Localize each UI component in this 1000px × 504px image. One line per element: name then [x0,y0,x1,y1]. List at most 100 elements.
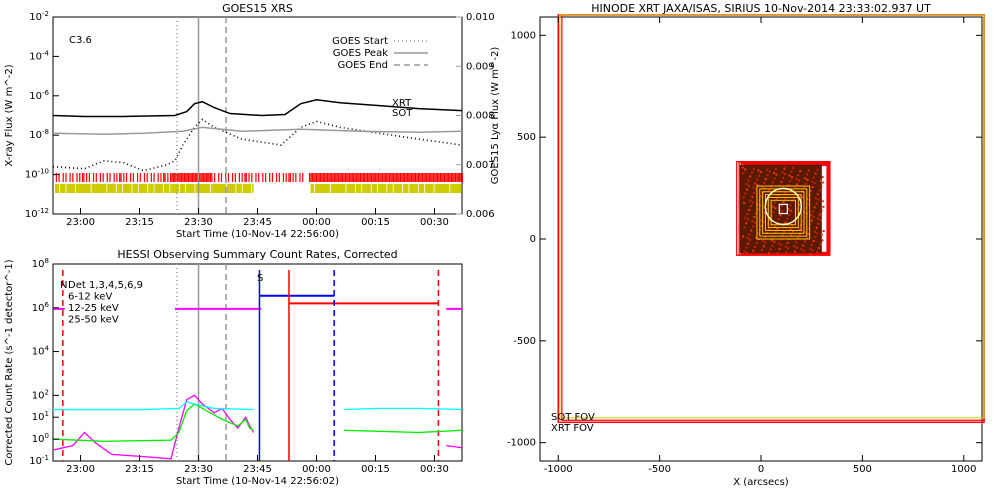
xrt-coverage-mark [220,173,223,182]
xrt-coverage-mark [412,173,414,182]
xrt-coverage-mark [146,173,148,182]
hinode-y-tick-label: 1000 [511,30,536,41]
xrt-coverage-mark [150,173,152,182]
xrt-image-pixel [779,190,782,193]
xrt-coverage-mark [344,173,347,182]
xrt-image-pixel [763,206,766,209]
xrt-image-pixel [817,198,820,201]
xrt-coverage-mark [125,173,128,182]
xrt-image-pixel [796,183,799,186]
xrt-coverage-mark [292,173,294,182]
xrt-image-pixel [751,195,754,198]
xrt-image-pixel [773,201,776,204]
xrt-image-pixel [759,253,762,256]
xrt-image-pixel [784,221,787,224]
xrt-image-pixel [801,220,804,223]
xrt-coverage-mark [397,173,399,182]
xrt-image-pixel [744,192,747,195]
xrt-coverage-mark [109,173,111,182]
coverage-label: SOT [392,108,413,119]
xrt-coverage-mark [244,173,246,182]
hessi-legend-entry: 12-25 keV [68,303,119,314]
xrt-image-pixel [789,228,792,231]
xrt-coverage-mark [241,173,243,182]
xrt-coverage-mark [163,173,165,182]
xrt-coverage-mark [201,173,203,182]
xrt-coverage-mark [99,173,101,182]
hessi-series-line [52,403,254,442]
xrt-coverage-mark [324,173,326,182]
xrt-coverage-mark [200,173,202,182]
xrt-image-pixel [754,245,757,248]
xrt-image-pixel [813,182,816,185]
xrt-image-pixel [821,239,824,242]
xrt-coverage-mark [192,173,194,182]
sot-target-circle [764,187,803,226]
xrt-coverage-mark [238,173,241,182]
xrt-image-pixel [819,179,822,182]
xrt-image-pixel [755,242,758,245]
goes-y2-axis-label: GOES15 Lyα Flux (W m^-2) [490,47,501,185]
xrt-image-pixel [777,242,780,245]
xrt-image-pixel [756,178,759,181]
goes-y2-tick-label: 0.010 [466,12,495,23]
sot-coverage-gap [115,184,117,193]
sot-coverage-gap [282,184,284,193]
xrt-image-pixel [795,241,798,244]
xrt-coverage-mark [395,173,397,182]
xrt-image-pixel [743,201,746,204]
xrt-image-pixel [742,235,745,238]
xrt-coverage-mark [419,173,421,182]
sot-coverage-gap [147,184,149,193]
xrt-coverage-mark [130,173,132,182]
xrt-coverage-mark [401,173,403,182]
goes-legend-label: GOES End [338,60,388,71]
xrt-coverage-mark [189,173,191,182]
xrt-coverage-mark [426,173,428,182]
xrt-coverage-mark [132,173,135,182]
goes-x-axis-label: Start Time (10-Nov-14 22:56:00) [176,229,339,240]
xrt-image-pixel [789,204,792,207]
xrt-image-pixel [748,184,751,187]
xrt-image-pixel [775,197,778,200]
xrt-coverage-mark [403,173,406,182]
xrt-coverage-mark [406,173,408,182]
sot-coverage-gap [178,184,180,193]
xrt-image-pixel [809,253,812,256]
xrt-image-pixel [745,252,748,255]
xrt-image-pixel [806,173,809,176]
xrt-image-pixel [773,225,776,228]
sot-coverage-gap [185,184,186,193]
xrt-coverage-mark [443,173,446,182]
coverage-label: XRT [392,98,412,109]
xrt-image-pixel [818,213,821,216]
xrt-image-pixel [793,245,796,248]
xrt-image-pixel [798,203,801,206]
xrt-coverage-mark [194,173,196,182]
xrt-coverage-mark [432,173,435,182]
sot-coverage-gap [449,184,451,193]
hinode-x-tick-label: -500 [648,464,671,475]
xrt-image-pixel [756,184,759,187]
xrt-image-pixel [745,222,748,225]
xrt-coverage-mark [205,173,207,182]
xrt-image-pixel [792,166,795,169]
goes-x-tick-label: 23:15 [125,217,154,228]
hessi-series-line [52,401,254,411]
xrt-coverage-mark [335,173,337,182]
xrt-image-pixel [802,244,805,247]
goes-title: GOES15 XRS [222,2,293,15]
xrt-coverage-mark [295,173,297,182]
xrt-coverage-mark [346,173,348,182]
xrt-image-pixel [815,202,818,205]
xrt-coverage-mark [157,173,159,182]
xrt-image-pixel [777,218,780,221]
xrt-coverage-mark [181,173,183,182]
xrt-coverage-mark [445,173,447,182]
xrt-coverage-mark [86,173,88,182]
hessi-legend-entry: 6-12 keV [68,292,112,303]
xrt-image-pixel [752,167,755,170]
xrt-image-pixel [750,205,753,208]
sot-coverage-gap [288,184,290,193]
goes-series-line [52,118,463,172]
